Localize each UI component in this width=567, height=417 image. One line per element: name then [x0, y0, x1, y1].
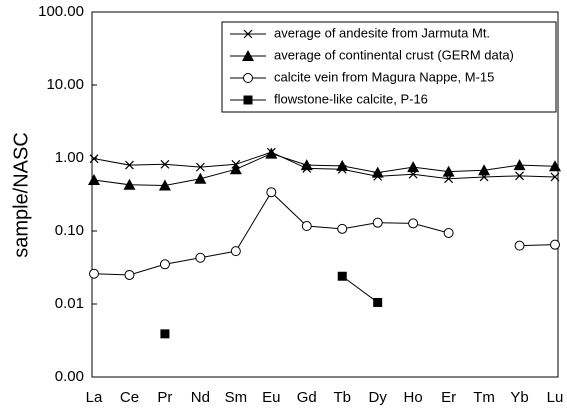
marker: [301, 221, 312, 232]
marker: [195, 162, 205, 172]
marker: [513, 159, 526, 171]
marker: [337, 223, 348, 234]
x-tick-label: Dy: [369, 389, 388, 406]
y-tick-label: 100.00: [38, 3, 84, 20]
marker: [229, 163, 242, 175]
marker: [442, 165, 455, 177]
marker: [373, 297, 383, 307]
series-line: [93, 151, 556, 180]
x-tick-label: Yb: [510, 389, 528, 406]
marker: [408, 218, 419, 229]
y-tick-label: 10.00: [46, 76, 84, 93]
legend-box: [221, 21, 557, 113]
x-tick-label: Lu: [547, 389, 564, 406]
legend-marker: [243, 73, 253, 83]
x-tick-label: Tm: [473, 389, 495, 406]
x-tick-label: Ce: [120, 389, 139, 406]
x-tick-label: Pr: [157, 389, 172, 406]
plot-frame: [91, 11, 559, 378]
marker: [89, 268, 99, 279]
y-axis-label: sample/NASC: [10, 132, 32, 258]
legend-label: calcite vein from Magura Nappe, M-15: [274, 69, 494, 84]
marker: [514, 240, 525, 251]
marker: [336, 159, 349, 171]
marker: [230, 246, 241, 257]
x-tick-label: Tb: [333, 389, 351, 406]
x-tick-label: Nd: [191, 389, 210, 406]
marker: [89, 154, 99, 164]
marker: [337, 271, 347, 281]
series-line: [93, 153, 556, 187]
marker: [123, 178, 136, 190]
legend-label: average of continental crust (GERM data): [274, 47, 514, 62]
marker: [550, 172, 560, 182]
marker: [372, 217, 383, 228]
marker: [160, 159, 170, 169]
marker: [443, 227, 454, 238]
marker: [159, 259, 170, 270]
x-tick-label: Gd: [297, 389, 317, 406]
legend-marker: [243, 29, 253, 39]
marker: [371, 166, 384, 178]
marker: [160, 329, 170, 339]
x-tick-label: Sm: [225, 389, 248, 406]
marker: [550, 239, 560, 250]
y-tick-label: 0.00: [55, 368, 84, 385]
legend-marker: [242, 50, 254, 61]
x-tick-label: Eu: [262, 389, 280, 406]
y-tick-label: 0.01: [55, 295, 84, 312]
marker: [549, 160, 561, 172]
legend-marker: [243, 95, 253, 105]
x-tick-label: La: [86, 389, 103, 406]
legend-label: average of andesite from Jarmuta Mt.: [274, 25, 490, 40]
marker: [478, 164, 491, 176]
marker: [195, 252, 206, 263]
marker: [515, 171, 524, 181]
y-tick-label: 1.00: [55, 149, 84, 166]
series-line: [341, 275, 378, 303]
legend: average of andesite from Jarmuta Mt. aver…: [221, 21, 557, 113]
marker: [266, 187, 277, 198]
x-tick-label: Er: [441, 389, 456, 406]
marker: [124, 269, 135, 280]
marker: [265, 147, 278, 159]
y-tick-label: 0.10: [55, 222, 84, 239]
x-tick-label: Ho: [404, 389, 423, 406]
marker: [194, 172, 207, 184]
marker: [125, 160, 134, 170]
marker: [158, 179, 171, 191]
marker: [88, 173, 100, 185]
marker: [407, 161, 420, 173]
marker: [300, 159, 313, 171]
legend-label: flowstone-like calcite, P-16: [274, 91, 428, 106]
